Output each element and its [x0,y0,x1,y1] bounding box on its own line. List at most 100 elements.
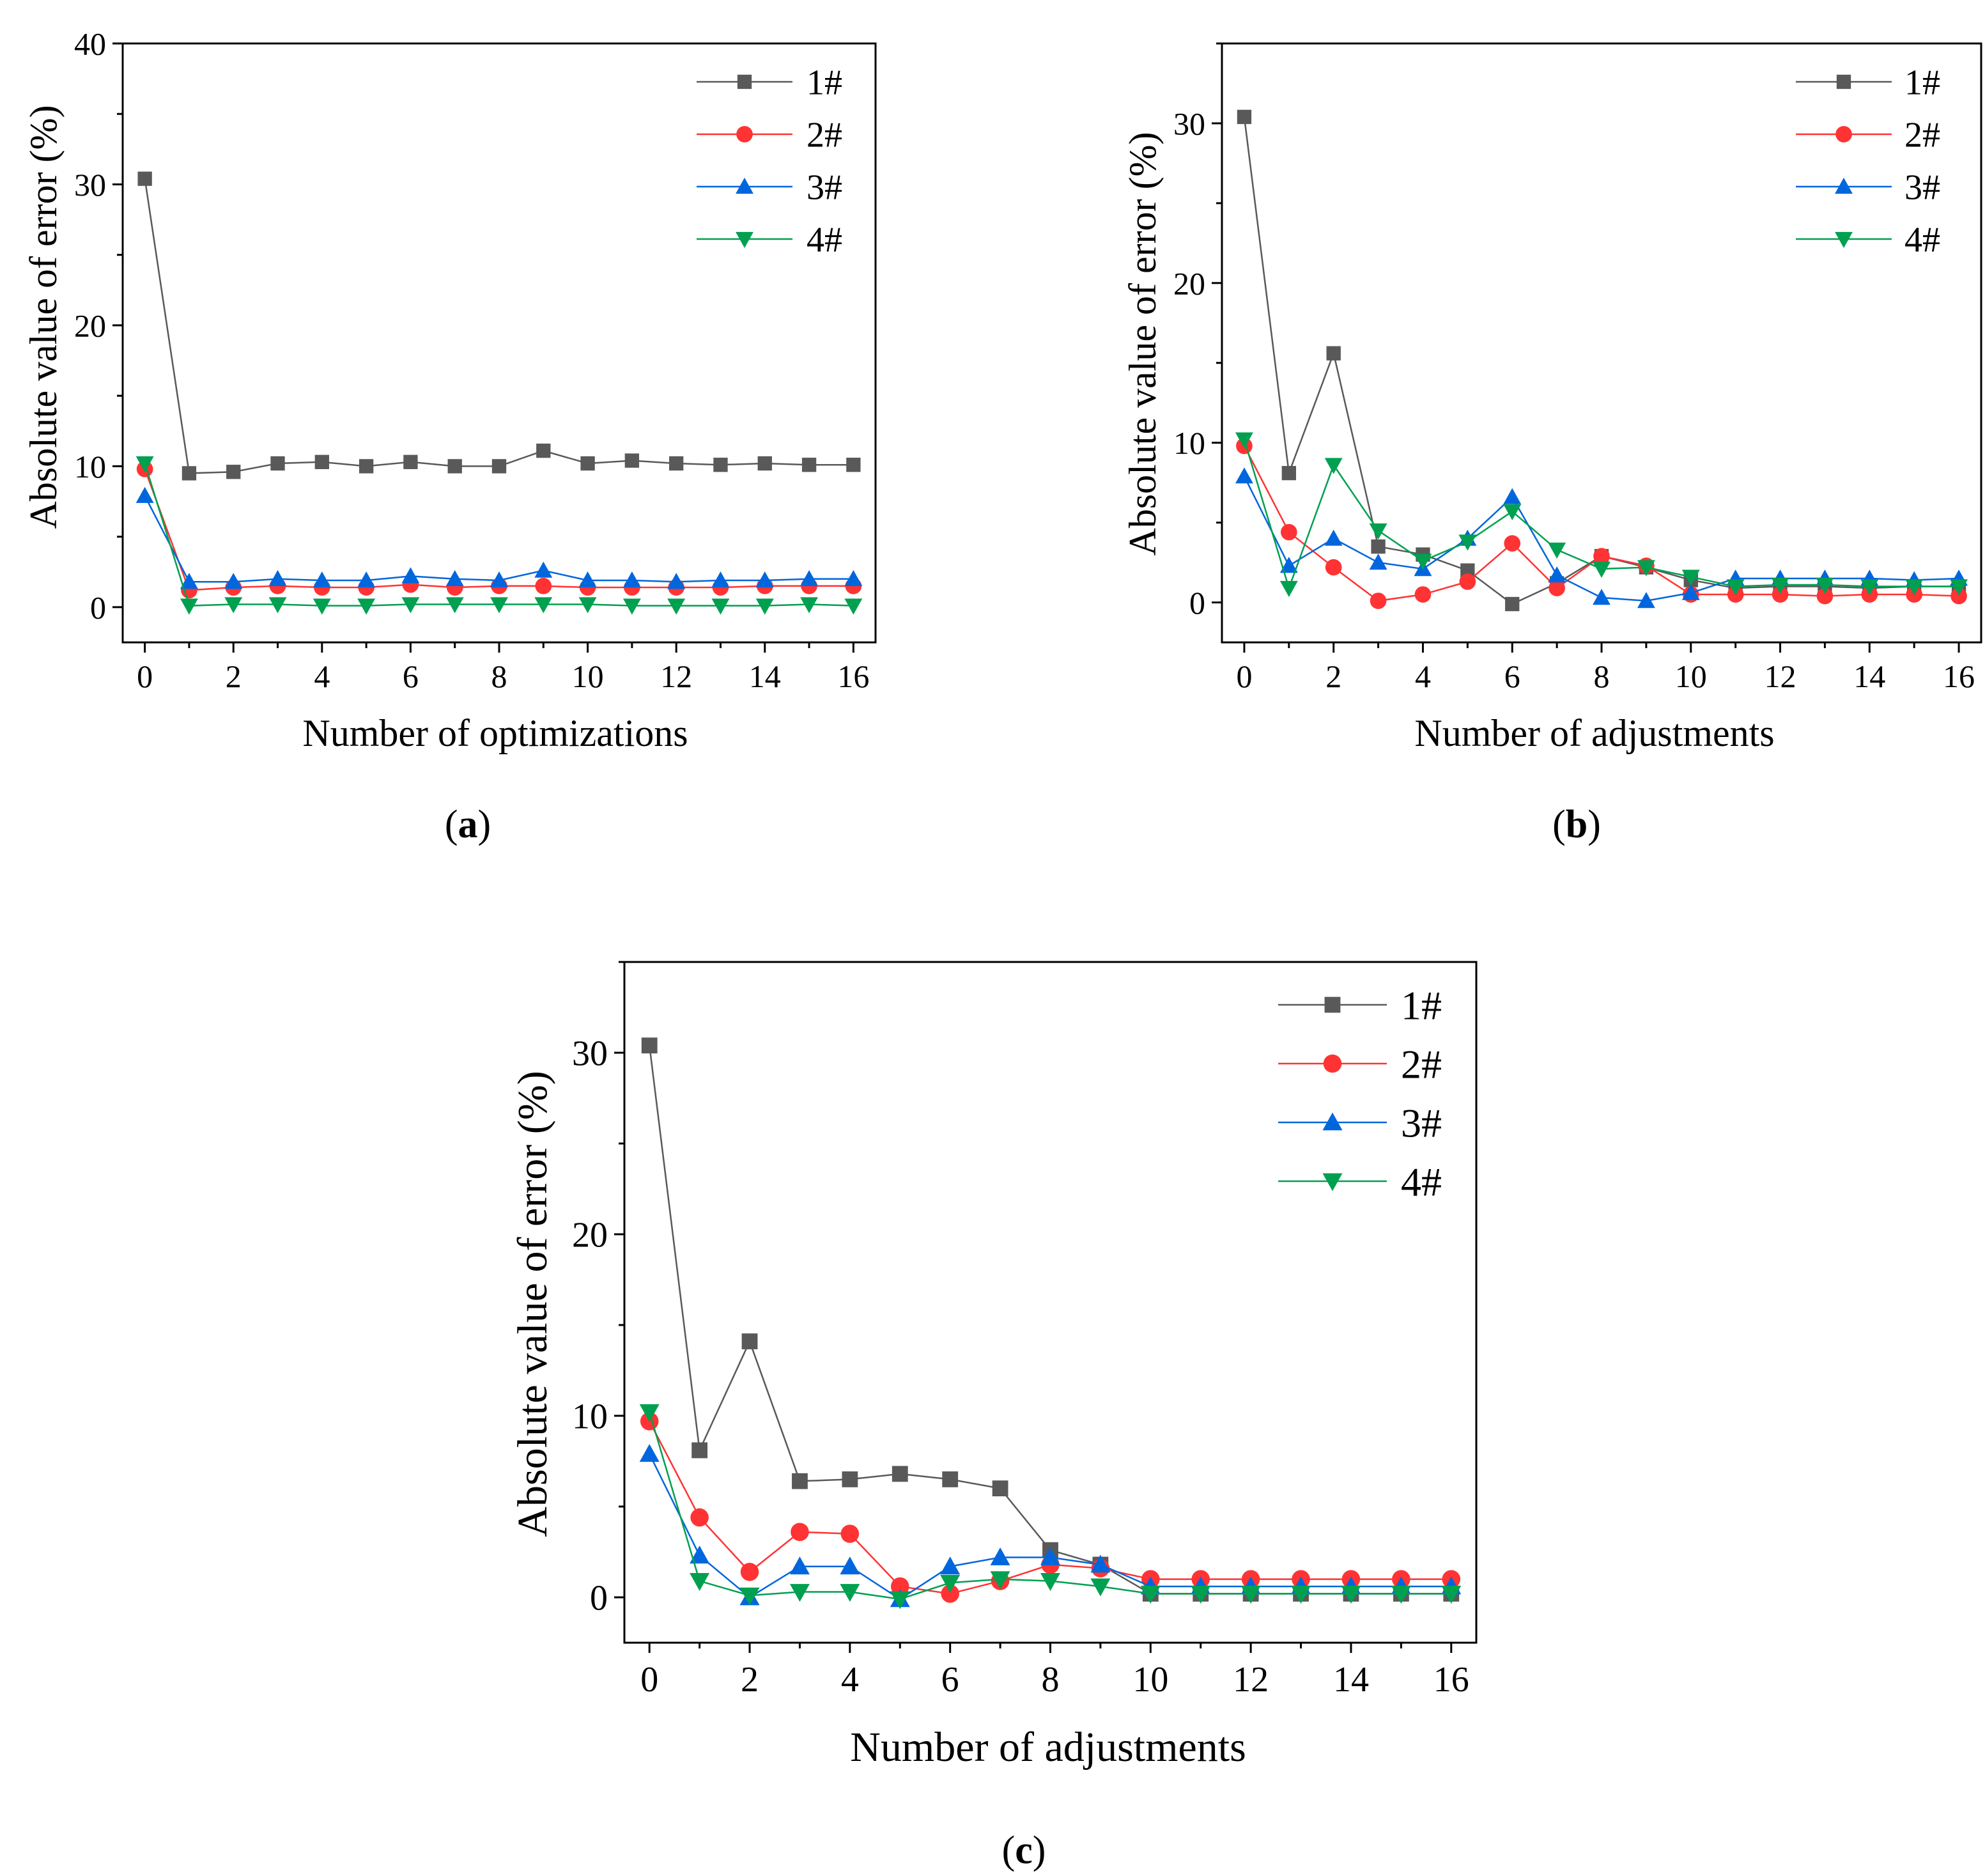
legend-item-2: 2# [1796,116,1940,155]
data-point-3 [940,1556,961,1575]
x-tick-label: 2 [1325,658,1341,694]
data-point-1 [1460,563,1475,578]
data-point-3 [1279,557,1298,573]
data-point-1 [1237,109,1252,125]
chart-panel-c: Number of adjustments Absolute value of … [509,961,1478,1872]
data-point-1 [314,454,329,469]
data-point-1 [403,454,418,469]
data-point-2 [1280,523,1297,541]
data-point-2 [840,1524,860,1543]
data-point-1 [792,1473,808,1489]
data-point-3 [755,571,774,588]
data-point-4 [1090,1578,1111,1597]
x-tick-label: 10 [572,658,604,694]
circle-icon [1323,1054,1342,1073]
data-point-4 [739,1587,760,1606]
legend-label: 4# [1401,1159,1442,1204]
data-point-3 [1681,584,1700,600]
data-point-3 [840,1556,860,1575]
y-tick-label: 30 [74,167,106,203]
data-point-3 [1593,589,1610,605]
data-point-1 [801,458,817,472]
data-point-1 [536,444,551,458]
data-point-2 [1504,535,1521,552]
data-point-3 [1324,529,1343,546]
data-point-3 [800,570,819,586]
data-point-1 [1371,539,1386,554]
x-tick-label: 10 [1132,1660,1168,1700]
data-point-4 [1341,1585,1361,1604]
data-point-2 [791,1523,809,1542]
data-point-3 [789,1556,810,1575]
triangle-down-icon [1322,1173,1343,1191]
legend-item-1: 1# [697,63,842,103]
data-point-4 [313,598,331,615]
data-point-4 [1140,1585,1161,1604]
data-point-4 [1291,1585,1311,1604]
x-tick-label: 2 [226,658,242,694]
legend-item-4: 4# [1278,1159,1442,1204]
x-tick-label: 10 [1675,658,1707,694]
data-point-3 [1040,1547,1060,1565]
data-point-3 [622,571,641,588]
y-tick-label: 20 [572,1216,608,1255]
data-point-4 [1369,523,1387,540]
y-axis-title: Absolute value of error (%) [22,105,65,529]
data-point-3 [490,571,508,588]
data-point-4 [1441,1585,1462,1604]
data-point-1 [713,458,728,472]
legend-label: 2# [1904,116,1940,155]
data-point-3 [445,570,464,586]
data-point-3 [135,486,154,503]
data-point-4 [135,456,154,472]
data-point-4 [1040,1573,1060,1591]
legend-label: 2# [1401,1041,1442,1087]
data-point-4 [490,597,508,614]
data-point-4 [667,598,686,615]
data-point-4 [844,598,863,615]
data-point-2 [941,1585,959,1603]
data-point-4 [268,597,287,614]
data-point-1 [669,456,684,471]
y-tick-label: 40 [74,26,106,62]
chart-panel-b: Number of adjustments Absolute value of … [1122,42,1982,846]
data-point-4 [890,1591,910,1609]
data-point-4 [1324,458,1343,474]
legend-label: 4# [807,221,842,260]
series-line-3 [144,495,854,583]
square-icon [1836,74,1851,89]
legend-label: 1# [1904,63,1940,103]
data-point-2 [535,577,552,594]
panel-label-c: (c) [1002,1829,1046,1872]
data-point-4 [622,598,641,615]
data-point-1 [892,1466,908,1482]
triangle-up-icon [1835,178,1853,194]
square-icon [1324,996,1341,1013]
x-tick-label: 8 [1042,1660,1060,1700]
triangle-down-icon [1835,231,1853,248]
data-point-4 [755,598,774,615]
data-point-4 [1191,1585,1211,1604]
data-point-3 [1369,554,1387,570]
data-point-1 [359,459,374,474]
data-point-4 [1950,579,1968,596]
chart-panel-a: Number of optimizations Absolute value o… [22,26,877,846]
panel-label-a: (a) [445,803,491,846]
data-point-3 [667,573,686,589]
data-point-4 [1637,560,1655,577]
square-icon [737,74,752,89]
plot-frame [121,42,877,644]
series-line-1 [144,178,854,474]
data-point-1 [182,466,197,481]
data-point-4 [1235,432,1253,449]
legend: 1# 2# 3# 4# [1796,63,1940,260]
data-point-2 [1593,548,1610,564]
legend-label: 4# [1904,221,1940,260]
x-tick-label: 4 [841,1660,859,1700]
y-axis-title: Absolute value of error (%) [509,1071,556,1537]
x-tick-label: 6 [941,1660,959,1700]
data-point-2 [1950,587,1967,605]
circle-icon [1835,126,1852,143]
x-axis-title: Number of optimizations [302,712,688,754]
